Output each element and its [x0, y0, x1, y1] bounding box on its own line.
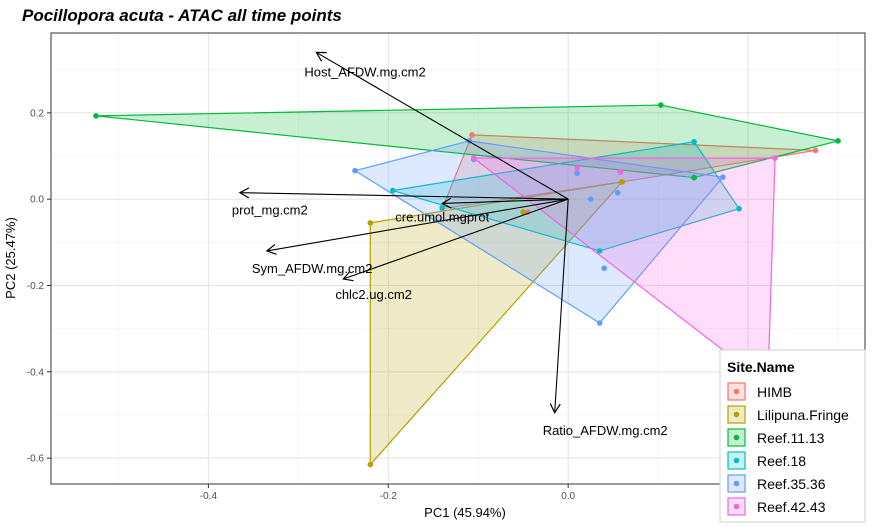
loading-arrow-prot_mg.cm2 — [238, 187, 569, 200]
point-Reef.11.13 — [658, 102, 664, 108]
point-HIMB — [812, 147, 819, 154]
legend-title: Site.Name — [727, 359, 795, 375]
loading-layer: Host_AFDW.mg.cm2 prot_mg.cm2 cre.umol.mgpr… — [232, 51, 668, 438]
x-axis-title: PC1 (45.94%) — [424, 505, 506, 520]
loading-label-Host_AFDW.mg.cm2: Host_AFDW.mg.cm2 — [304, 64, 425, 79]
legend-key-point-Reef.11.13 — [733, 434, 740, 441]
loading-label-Sym_AFDW.mg.cm2: Sym_AFDW.mg.cm2 — [252, 261, 373, 276]
point-Reef.18 — [389, 187, 396, 194]
plot-panel: Host_AFDW.mg.cm2 prot_mg.cm2 cre.umol.mgpr… — [50, 32, 866, 485]
chart-title: Pocillopora acuta - ATAC all time points — [22, 6, 342, 25]
y-tick-label: 0.0 — [30, 195, 44, 206]
legend-label-Lilipuna.Fringe: Lilipuna.Fringe — [757, 407, 849, 423]
legend-key-point-Reef.42.43 — [733, 503, 740, 510]
point-Reef.35.36 — [596, 320, 603, 326]
point-Reef.42.43 — [470, 155, 477, 161]
legend-key-point-HIMB — [733, 388, 740, 395]
loading-label-cre.umol.mgprot: cre.umol.mgprot — [395, 209, 489, 224]
legend-key-point-Reef.35.36 — [733, 480, 740, 487]
x-axis: -0.4 -0.2 0.0 — [200, 484, 576, 502]
loading-arrow-cre.umol.mgprot — [441, 197, 569, 209]
point-Lilipuna.Fringe — [520, 209, 527, 215]
point-Reef.35.36 — [601, 265, 607, 272]
legend-label-Reef.35.36: Reef.35.36 — [757, 476, 826, 492]
legend-label-Reef.18: Reef.18 — [757, 453, 806, 469]
loading-label-Ratio_AFDW.mg.cm2: Ratio_AFDW.mg.cm2 — [543, 423, 668, 438]
loading-arrow-chlc2.ug.cm2 — [342, 198, 569, 282]
legend-box — [719, 349, 866, 523]
point-Reef.42.43 — [772, 155, 778, 161]
y-tick-label: -0.4 — [27, 367, 45, 378]
y-tick-label: 0.2 — [30, 108, 44, 119]
point-Reef.11.13 — [691, 174, 697, 181]
point-Reef.35.36 — [352, 167, 358, 174]
loading-label-chlc2.ug.cm2: chlc2.ug.cm2 — [335, 287, 412, 302]
point-Reef.11.13 — [93, 113, 99, 119]
point-Reef.18 — [596, 248, 603, 254]
y-axis: 0.2 0.0 -0.2 -0.4 -0.6 — [27, 108, 51, 465]
legend: Site.Name HIMB Lilipuna.Fringe Reef.11.13 Re… — [719, 349, 866, 523]
legend-label-Reef.11.13: Reef.11.13 — [757, 430, 825, 446]
panel-border — [50, 32, 866, 485]
legend-key-point-Lilipuna.Fringe — [733, 411, 740, 418]
legend-label-Reef.42.43: Reef.42.43 — [757, 499, 826, 515]
point-Reef.18 — [691, 138, 697, 145]
y-axis-title: PC2 (25.47%) — [3, 217, 18, 299]
point-Lilipuna.Fringe — [619, 179, 625, 185]
hull-Reef.42.43 — [473, 157, 776, 386]
loading-label-prot_mg.cm2: prot_mg.cm2 — [232, 203, 308, 218]
point-HIMB — [469, 132, 475, 138]
point-Lilipuna.Fringe — [367, 461, 374, 468]
point-Reef.35.36 — [614, 189, 621, 196]
point-layer — [93, 102, 841, 468]
point-Reef.42.43 — [617, 169, 624, 175]
x-tick-label: -0.2 — [380, 491, 398, 502]
legend-key-point-Reef.18 — [733, 457, 740, 464]
point-Reef.35.36 — [574, 170, 580, 177]
point-Reef.18 — [736, 205, 742, 212]
point-Reef.35.36 — [587, 196, 594, 202]
loading-arrow-Host_AFDW.mg.cm2 — [315, 51, 569, 200]
legend-label-HIMB: HIMB — [757, 384, 792, 400]
y-tick-label: -0.2 — [27, 281, 45, 292]
x-tick-label: -0.4 — [200, 491, 218, 502]
point-Lilipuna.Fringe — [367, 220, 374, 226]
x-tick-label: 0.0 — [561, 491, 575, 502]
loading-arrow-Ratio_AFDW.mg.cm2 — [549, 199, 569, 415]
y-tick-label: -0.6 — [27, 454, 45, 465]
loading-arrow-Sym_AFDW.mg.cm2 — [265, 198, 569, 255]
point-Reef.11.13 — [835, 138, 841, 144]
point-Reef.42.43 — [574, 165, 580, 171]
hull-Lilipuna.Fringe — [369, 181, 623, 466]
point-Reef.35.36 — [720, 174, 726, 180]
